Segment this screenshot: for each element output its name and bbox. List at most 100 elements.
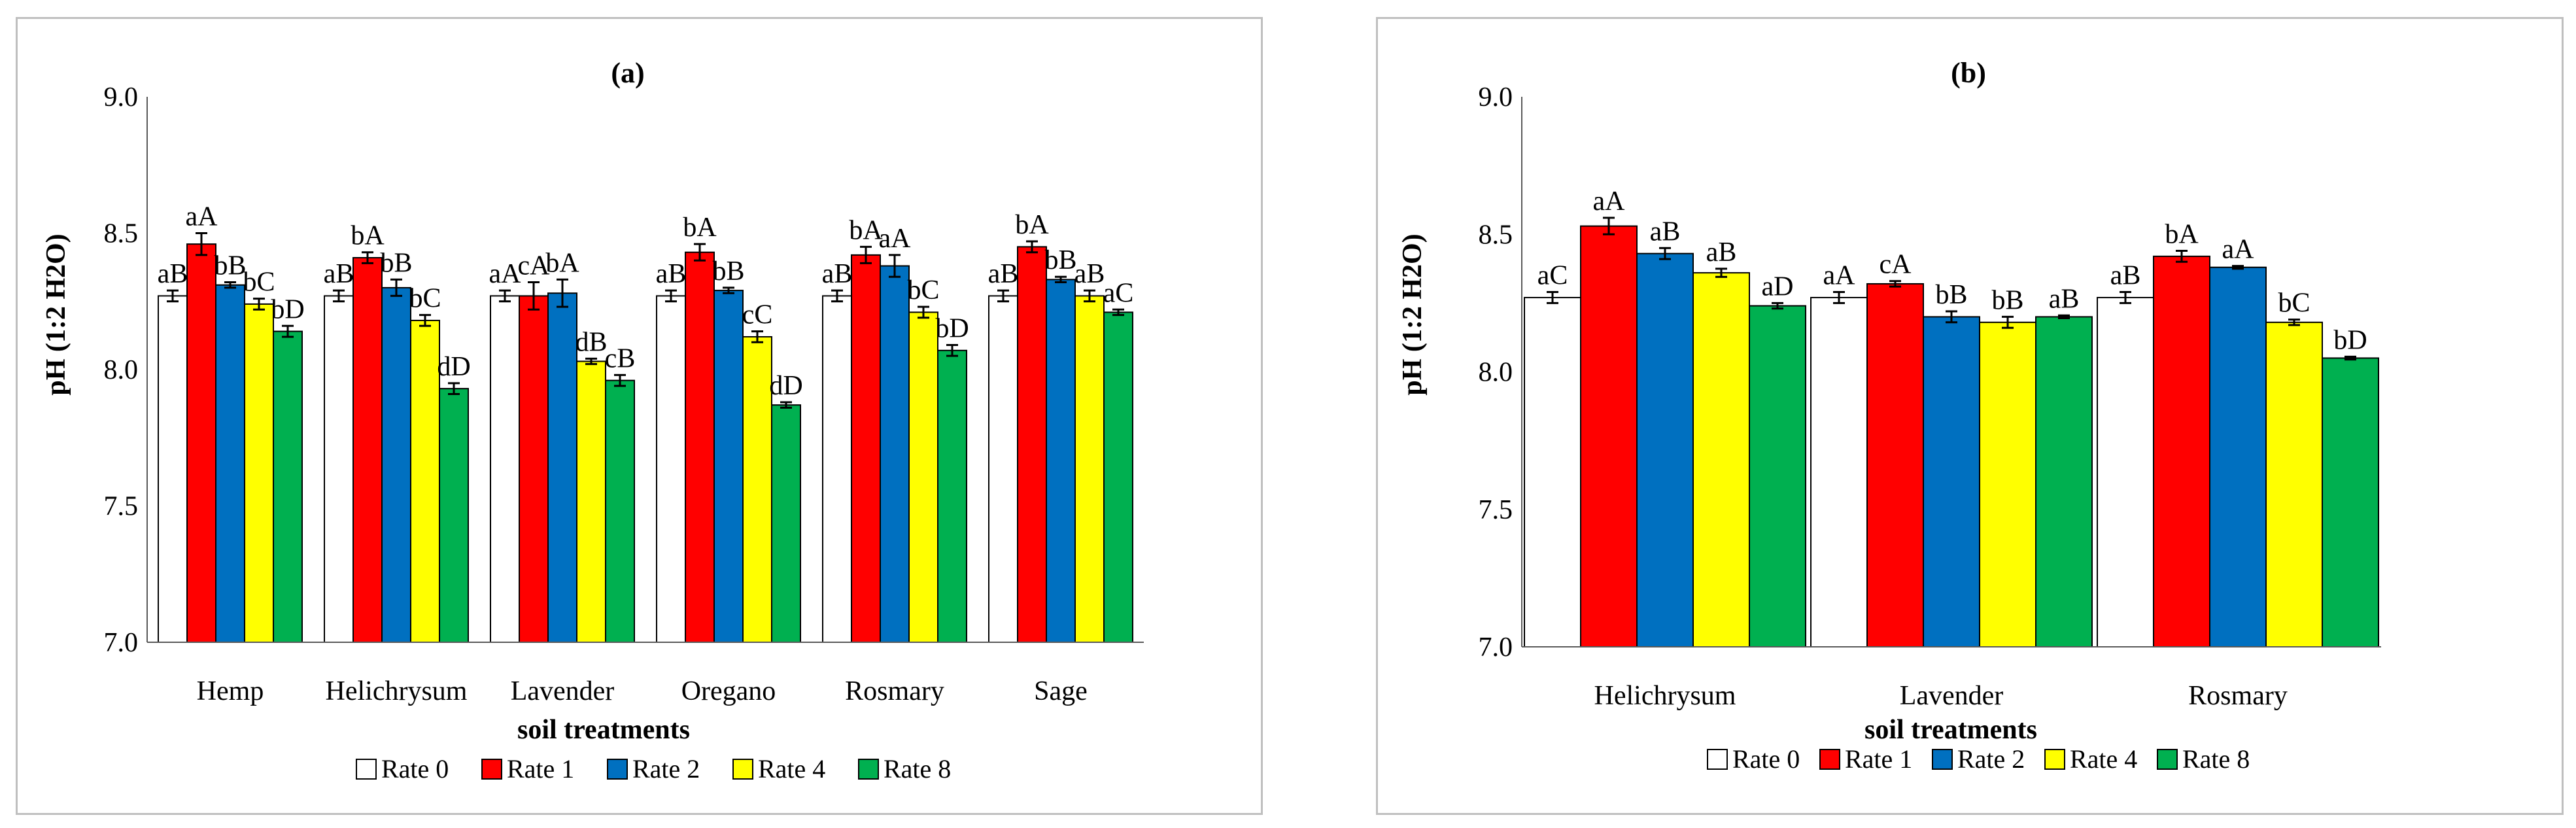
- chart-a-bar-lavender-rate-0: [490, 295, 520, 644]
- chart-a-bar-hemp-rate-1: [186, 243, 216, 643]
- chart-a-data-label: dB: [575, 327, 607, 357]
- chart-a-y-tick-label: 8.5: [104, 219, 139, 249]
- chart-a-data-label: bD: [271, 294, 304, 324]
- chart-b-bar-rosmary-rate-1: [2153, 255, 2210, 647]
- chart-b-bar-lavender-rate-2: [1923, 316, 1980, 647]
- chart-a-legend-label: Rate 4: [758, 754, 825, 784]
- chart-a-category-label: Lavender: [511, 676, 615, 706]
- chart-a-data-label: bA: [683, 213, 717, 243]
- chart-a-y-tick-label: 8.0: [104, 355, 139, 385]
- chart-a-legend-swatch-rate-8: [858, 759, 879, 780]
- chart-a-x-axis-label: soil treatments: [517, 715, 690, 745]
- chart-a-data-label: aC: [1103, 278, 1134, 308]
- chart-b-bar-rosmary-rate-4: [2265, 321, 2323, 647]
- chart-b-legend-swatch-rate-8: [2157, 749, 2178, 770]
- chart-a-bar-oregano-rate-0: [656, 295, 686, 644]
- chart-a-bar-lavender-rate-1: [519, 295, 549, 644]
- chart-a-data-label: aA: [879, 224, 912, 254]
- chart-b-legend-label: Rate 8: [2182, 744, 2250, 774]
- chart-b-bar-rosmary-rate-0: [2097, 296, 2154, 647]
- chart-b-bar-rosmary-rate-8: [2322, 357, 2379, 647]
- chart-a-data-label: aB: [988, 259, 1019, 289]
- chart-a-data-label: bB: [1044, 245, 1076, 275]
- chart-a-data-label: bA: [849, 215, 883, 245]
- chart-a-bar-rosmary-rate-8: [937, 349, 967, 643]
- chart-a-data-label: bA: [1015, 210, 1049, 240]
- chart-b-bar-lavender-rate-1: [1866, 283, 1924, 647]
- chart-a-data-label: bB: [380, 248, 412, 278]
- chart-a-y-tick-label: 7.5: [104, 492, 139, 522]
- chart-b-bar-lavender-rate-4: [1979, 321, 2036, 647]
- chart-a-data-label: aB: [822, 259, 853, 289]
- chart-b-data-label: aB: [2049, 284, 2080, 314]
- chart-b-y-tick-label: 7.0: [1479, 632, 1513, 663]
- chart-b-bar-helichrysum-rate-0: [1524, 296, 1581, 647]
- chart-a-category-label: Sage: [1034, 676, 1088, 706]
- chart-a-legend-swatch-rate-1: [481, 759, 502, 780]
- chart-a-data-label: aB: [158, 259, 188, 289]
- chart-b-title: (b): [1951, 57, 1986, 89]
- chart-a-title: (a): [611, 57, 644, 89]
- chart-b-legend-swatch-rate-0: [1707, 749, 1728, 770]
- chart-a-legend-label: Rate 0: [381, 754, 449, 784]
- chart-panel-a: (a) pH (1:2 H2O) soil treatments 7.0 7.5 8…: [16, 17, 1263, 815]
- chart-b-bar-helichrysum-rate-8: [1749, 305, 1806, 647]
- chart-b-y-tick-label: 7.5: [1479, 495, 1513, 525]
- chart-a-data-label: bA: [351, 221, 385, 251]
- chart-b-category-label: Rosmary: [2188, 681, 2288, 711]
- chart-a-bar-hemp-rate-8: [273, 330, 303, 643]
- chart-b-data-label: aA: [1593, 186, 1626, 216]
- chart-a-category-label: Rosmary: [845, 676, 944, 706]
- chart-b-legend-swatch-rate-1: [1819, 749, 1840, 770]
- chart-a-data-label: cC: [742, 300, 773, 330]
- chart-a-bar-helichrysum-rate-8: [439, 388, 469, 643]
- chart-a-bar-sage-rate-4: [1074, 295, 1105, 644]
- chart-b-data-label: aA: [1823, 261, 1856, 291]
- chart-a-data-label: bC: [907, 275, 939, 305]
- chart-a-data-label: aB: [656, 259, 687, 289]
- chart-a-bar-hemp-rate-2: [215, 284, 245, 644]
- chart-a-bar-rosmary-rate-4: [908, 311, 938, 643]
- chart-b-y-axis-label: pH (1:2 H2O): [1398, 233, 1428, 395]
- chart-b-bar-helichrysum-rate-2: [1636, 252, 1694, 647]
- chart-a-data-label: bD: [935, 313, 969, 343]
- chart-b-legend-label: Rate 0: [1732, 744, 1800, 774]
- chart-b-category-label: Lavender: [1900, 681, 2004, 711]
- chart-a-legend-label: Rate 1: [507, 754, 574, 784]
- chart-a-bar-oregano-rate-1: [685, 251, 715, 643]
- chart-a-legend-swatch-rate-4: [732, 759, 753, 780]
- chart-a-bar-helichrysum-rate-0: [324, 295, 354, 644]
- chart-a-legend-swatch-rate-2: [607, 759, 628, 780]
- chart-b-data-label: aB: [1650, 216, 1681, 247]
- chart-b-bar-lavender-rate-8: [2035, 316, 2093, 647]
- chart-a-data-label: aA: [186, 202, 218, 232]
- chart-b-bar-helichrysum-rate-4: [1692, 272, 1750, 647]
- chart-b-y-tick-label: 8.0: [1479, 358, 1513, 388]
- chart-a-data-label: bB: [712, 256, 744, 286]
- chart-a-category-label: Helichrysum: [326, 676, 468, 706]
- chart-b-data-label: cA: [1880, 250, 1912, 280]
- chart-a-data-label: bC: [409, 284, 441, 314]
- chart-a-data-label: dD: [769, 371, 802, 401]
- chart-b-y-tick-label: 8.5: [1479, 220, 1513, 250]
- chart-b-legend-label: Rate 2: [1957, 744, 2025, 774]
- chart-a-bar-lavender-rate-4: [576, 360, 606, 643]
- chart-a-bar-sage-rate-0: [988, 295, 1018, 644]
- chart-b-data-label: bD: [2333, 325, 2367, 355]
- chart-a-data-label: cB: [605, 343, 636, 373]
- chart-b-category-label: Helichrysum: [1594, 681, 1736, 711]
- chart-a-data-label: dD: [437, 352, 470, 382]
- chart-b-bar-rosmary-rate-2: [2209, 266, 2267, 647]
- chart-a-y-axis-label: pH (1:2 H2O): [41, 233, 71, 395]
- chart-b-data-label: bA: [2165, 219, 2199, 249]
- chart-b-data-label: aB: [2110, 261, 2141, 291]
- chart-b-bar-helichrysum-rate-1: [1580, 225, 1638, 647]
- chart-a-data-label: aB: [1074, 259, 1105, 289]
- chart-a-data-label: bA: [545, 248, 579, 278]
- chart-a-data-label: cA: [518, 251, 551, 281]
- chart-a-y-tick-label: 9.0: [104, 82, 139, 112]
- chart-a-bar-lavender-rate-2: [547, 292, 577, 643]
- chart-b-data-label: aC: [1537, 261, 1568, 291]
- chart-a-legend-label: Rate 2: [632, 754, 700, 784]
- chart-a-bar-rosmary-rate-0: [822, 295, 852, 644]
